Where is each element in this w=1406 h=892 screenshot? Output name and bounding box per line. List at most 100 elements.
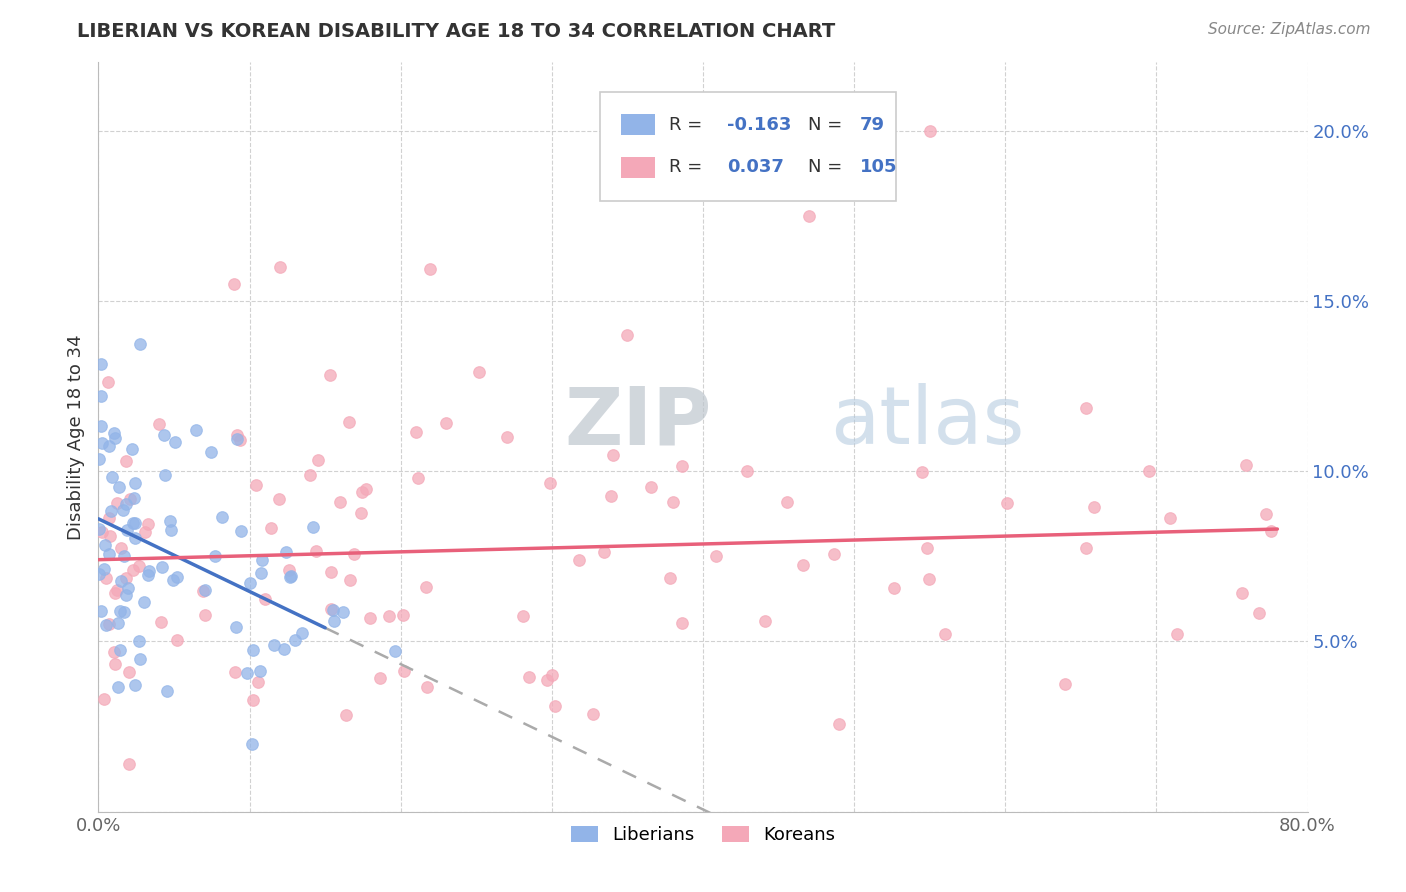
- Point: [405, 425, 427, 439]
- Point: [1247, 606, 1270, 620]
- Text: 105: 105: [860, 159, 897, 177]
- Point: [194, 583, 217, 598]
- Point: [910, 465, 932, 479]
- Point: [305, 544, 328, 558]
- Point: [105, 582, 128, 597]
- Point: [337, 415, 360, 429]
- Point: [254, 592, 277, 607]
- Point: [602, 448, 624, 462]
- Point: [934, 626, 956, 640]
- Point: [307, 452, 329, 467]
- Text: R =: R =: [669, 159, 709, 177]
- Point: [117, 757, 139, 772]
- Point: [115, 453, 138, 467]
- Point: [1083, 500, 1105, 515]
- Point: [107, 681, 129, 695]
- Point: [239, 575, 262, 590]
- Point: [568, 552, 591, 566]
- Point: [349, 506, 371, 520]
- Point: [823, 548, 845, 562]
- Point: [184, 423, 207, 437]
- Point: [204, 549, 226, 563]
- Point: [110, 574, 132, 589]
- Point: [496, 430, 519, 444]
- Point: [419, 261, 441, 276]
- Point: [247, 675, 270, 690]
- Point: [918, 572, 941, 586]
- Point: [600, 490, 623, 504]
- Point: [90, 604, 112, 618]
- Point: [121, 442, 143, 456]
- Point: [915, 541, 938, 555]
- Point: [267, 491, 290, 506]
- Point: [242, 643, 264, 657]
- Point: [150, 560, 173, 574]
- Point: [124, 516, 146, 530]
- Point: [384, 644, 406, 658]
- Point: [350, 485, 373, 500]
- Point: [231, 524, 253, 539]
- Text: 0.037: 0.037: [727, 159, 785, 177]
- Point: [359, 611, 381, 625]
- Point: [100, 504, 122, 518]
- Text: ZIP: ZIP: [564, 383, 711, 461]
- Point: [392, 664, 415, 678]
- Point: [329, 495, 352, 509]
- Point: [291, 625, 314, 640]
- Point: [224, 665, 246, 679]
- Point: [128, 337, 150, 351]
- Point: [269, 260, 291, 274]
- Point: [87, 451, 110, 466]
- Point: [640, 480, 662, 494]
- Point: [211, 510, 233, 524]
- Point: [1074, 401, 1097, 416]
- Point: [112, 606, 135, 620]
- Point: [103, 426, 125, 441]
- Point: [162, 573, 184, 587]
- Text: LIBERIAN VS KOREAN DISABILITY AGE 18 TO 34 CORRELATION CHART: LIBERIAN VS KOREAN DISABILITY AGE 18 TO …: [77, 22, 835, 41]
- Point: [704, 549, 727, 563]
- Point: [1137, 464, 1160, 478]
- Point: [104, 586, 127, 600]
- Point: [662, 495, 685, 509]
- Point: [98, 617, 121, 632]
- Point: [918, 123, 941, 137]
- Point: [93, 562, 115, 576]
- Point: [468, 365, 491, 379]
- Point: [226, 428, 249, 442]
- Point: [118, 665, 141, 679]
- Point: [111, 502, 134, 516]
- Point: [110, 541, 132, 555]
- Point: [225, 620, 247, 634]
- Point: [115, 588, 138, 602]
- Point: [148, 417, 170, 431]
- Point: [91, 436, 114, 450]
- Point: [94, 539, 117, 553]
- Point: [240, 737, 263, 751]
- Point: [200, 445, 222, 459]
- Point: [128, 559, 150, 574]
- Point: [122, 491, 145, 506]
- Point: [593, 545, 616, 559]
- Point: [108, 642, 131, 657]
- Point: [250, 553, 273, 567]
- Point: [1234, 458, 1257, 472]
- Point: [90, 389, 112, 403]
- Point: [103, 645, 125, 659]
- Point: [98, 547, 121, 561]
- Point: [319, 368, 342, 382]
- Text: N =: N =: [808, 116, 848, 134]
- Point: [416, 680, 439, 694]
- Text: N =: N =: [808, 159, 848, 177]
- Text: R =: R =: [669, 116, 709, 134]
- Point: [104, 432, 127, 446]
- Point: [392, 608, 415, 623]
- Text: Source: ZipAtlas.com: Source: ZipAtlas.com: [1208, 22, 1371, 37]
- Point: [671, 615, 693, 630]
- Point: [321, 602, 343, 616]
- Point: [160, 523, 183, 537]
- Point: [737, 464, 759, 478]
- Point: [132, 595, 155, 609]
- Point: [149, 615, 172, 629]
- Point: [98, 511, 121, 525]
